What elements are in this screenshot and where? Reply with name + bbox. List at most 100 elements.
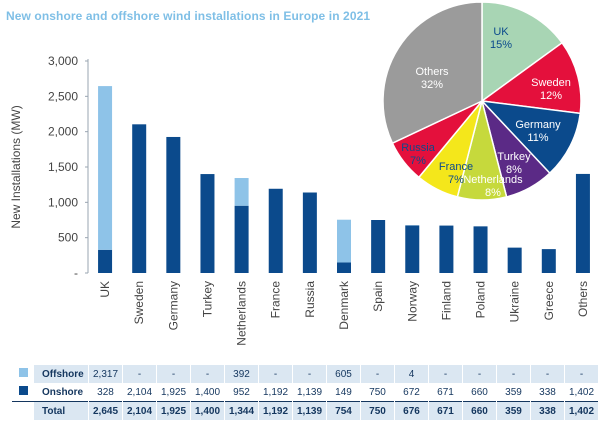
table-cell: -: [258, 365, 293, 383]
x-tick-label: Spain: [371, 281, 385, 312]
pie-pct: 32%: [421, 79, 443, 91]
pie-label: Turkey: [497, 151, 531, 163]
table-cell: 671: [428, 401, 463, 420]
bar-onshore-netherlands: [234, 205, 249, 273]
x-tick-label: Denmark: [337, 280, 351, 330]
table-cell: 750: [360, 383, 395, 402]
table-cell: 149: [326, 383, 361, 402]
table-cell: -: [428, 365, 463, 383]
row-label: Total: [34, 401, 89, 420]
x-tick-label: Finland: [439, 281, 453, 320]
table-cell: 754: [326, 401, 361, 420]
table-cell: 1,925: [156, 401, 191, 420]
pie-slice-others: [382, 1, 483, 145]
bar-onshore-france: [268, 188, 283, 273]
bar-onshore-russia: [302, 192, 317, 273]
table-cell: 1,402: [564, 401, 598, 420]
pie-label: Others: [415, 66, 449, 78]
table-cell: -: [156, 365, 191, 383]
row-label: Onshore: [34, 383, 89, 402]
table-cell: 660: [462, 383, 497, 402]
table-cell: 2,645: [88, 401, 123, 420]
pie-pct: 12%: [540, 90, 562, 102]
table-cell: 1,925: [156, 383, 191, 402]
bar-onshore-uk: [98, 249, 113, 273]
bar-onshore-finland: [439, 225, 454, 273]
table-cell: 338: [530, 383, 565, 402]
bar-onshore-sweden: [132, 124, 147, 273]
pie-label: UK: [493, 26, 509, 38]
table-cell: 2,317: [88, 365, 123, 383]
x-tick-label: Others: [576, 281, 590, 317]
table-cell: 750: [360, 401, 395, 420]
table-cell: -: [360, 365, 395, 383]
table-cell: 2,104: [122, 401, 157, 420]
pie-pct: 7%: [410, 155, 426, 167]
table-cell: 1,400: [190, 383, 225, 402]
row-label: Offshore: [34, 365, 89, 383]
y-tick-label: -: [74, 266, 78, 280]
x-tick-label: Ukraine: [508, 281, 522, 323]
table-cell: -: [496, 365, 531, 383]
pie-pct: 8%: [506, 164, 522, 176]
table-cell: 328: [88, 383, 123, 402]
data-table: Offshore 2,317- - -392- -605-4- - - - - Onshore 32…: [12, 365, 598, 420]
table-row-offshore: Offshore 2,317- - -392- -605-4- - - - -: [12, 365, 598, 383]
table-cell: 672: [394, 383, 429, 402]
legend-swatch: [12, 401, 34, 420]
x-tick-label: Greece: [542, 281, 556, 321]
pie-pct: 15%: [490, 39, 512, 51]
pie-label: Germany: [515, 119, 561, 131]
table-cell: 1,139: [292, 383, 327, 402]
chart-title: New onshore and offshore wind installati…: [6, 9, 371, 23]
table-cell: 392: [224, 365, 259, 383]
bar-onshore-ukraine: [507, 247, 522, 273]
pie-pct: 11%: [527, 132, 548, 144]
table-cell: -: [564, 365, 598, 383]
y-tick-label: 2,500: [48, 89, 78, 103]
table-cell: 1,192: [258, 401, 293, 420]
y-tick-label: 2,000: [48, 125, 78, 139]
table-row-onshore: Onshore 328 2,104 1,925 1,400 952 1,192 1,139 14…: [12, 383, 598, 402]
pie-chart: UK15%Sweden12%Germany11%Turkey8%Netherla…: [382, 1, 582, 201]
table-cell: 2,104: [122, 383, 157, 402]
table-cell: 952: [224, 383, 259, 402]
x-tick-label: UK: [98, 281, 112, 298]
bar-offshore-netherlands: [234, 178, 249, 206]
table-cell: 338: [530, 401, 565, 420]
y-tick-label: 500: [58, 231, 78, 245]
x-tick-label: Poland: [474, 281, 488, 318]
pie-label: Russia: [401, 142, 436, 154]
table-cell: 359: [496, 383, 531, 402]
table-cell: 660: [462, 401, 497, 420]
table-cell: -: [122, 365, 157, 383]
pie-label: Netherlands: [463, 174, 523, 186]
bar-chart: - 500 1,000 1,500 2,000 2,500 3,000 New Install…: [9, 54, 590, 346]
bar-onshore-denmark: [337, 262, 351, 273]
bar-offshore-uk: [98, 86, 113, 250]
bar-onshore-greece: [541, 249, 556, 273]
table-cell: 4: [394, 365, 429, 383]
x-tick-label: Sweden: [132, 281, 146, 324]
swatch-square: [18, 386, 28, 395]
bar-offshore-denmark: [337, 219, 351, 263]
pie-label: France: [439, 161, 473, 173]
x-tick-label: Norway: [405, 281, 419, 322]
bar-onshore-turkey: [200, 174, 215, 273]
table-cell: -: [462, 365, 497, 383]
pie-slice-germany: [480, 99, 582, 175]
x-tick-label: Germany: [166, 281, 180, 330]
table-cell: 676: [394, 401, 429, 420]
x-tick-label: Turkey: [200, 281, 214, 317]
swatch-square: [18, 368, 28, 377]
table-cell: 1,139: [292, 401, 327, 420]
bar-onshore-poland: [473, 226, 488, 273]
x-tick-label: Russia: [303, 281, 317, 318]
y-axis-label: New Installations (MW): [9, 105, 23, 228]
x-tick-label: France: [269, 281, 283, 319]
table-cell: 605: [326, 365, 361, 383]
table-cell: -: [190, 365, 225, 383]
y-tick-label: 1,500: [48, 160, 78, 174]
bar-onshore-germany: [166, 136, 181, 273]
pie-pct: 8%: [485, 187, 501, 199]
